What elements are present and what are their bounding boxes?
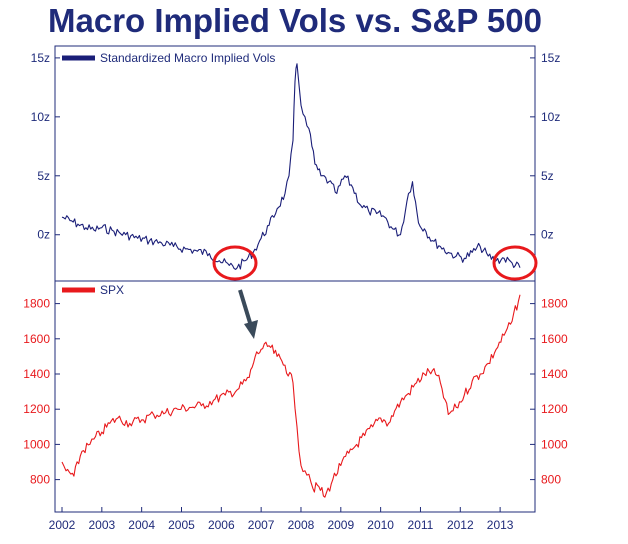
spx-ytick-label-left-1: 1000 <box>23 437 50 451</box>
xtick-label-2007: 2007 <box>248 518 275 532</box>
spx-ytick-label-right-5: 1800 <box>541 297 568 311</box>
spx-ytick-label-right-2: 1200 <box>541 402 568 416</box>
spx-ytick-label-right-0: 800 <box>541 473 561 487</box>
xtick-label-2008: 2008 <box>288 518 315 532</box>
xtick-label-2006: 2006 <box>208 518 235 532</box>
xtick-label-2010: 2010 <box>367 518 394 532</box>
vol-legend-label: Standardized Macro Implied Vols <box>100 51 275 65</box>
plot-frame <box>54 45 536 513</box>
vol-ytick-label-right-0: 0z <box>541 228 554 242</box>
annotation-arrow-shaft <box>238 289 253 327</box>
xtick-label-2013: 2013 <box>487 518 514 532</box>
vol-series-line <box>61 63 521 270</box>
xtick-label-2002: 2002 <box>49 518 76 532</box>
xtick-label-2011: 2011 <box>408 518 434 532</box>
spx-ytick-label-left-2: 1200 <box>23 402 50 416</box>
spx-ytick-label-right-3: 1400 <box>541 367 568 381</box>
chart-title: Macro Implied Vols vs. S&P 500 <box>48 2 542 39</box>
spx-series-line <box>61 294 521 498</box>
spx-ytick-label-right-4: 1600 <box>541 332 568 346</box>
spx-ytick-label-left-4: 1600 <box>23 332 50 346</box>
vol-ytick-label-right-2: 10z <box>541 110 560 124</box>
xtick-label-2012: 2012 <box>447 518 474 532</box>
vol-ytick-label-left-2: 10z <box>31 110 50 124</box>
vol-ytick-label-left-3: 15z <box>31 51 50 65</box>
vol-ytick-label-right-3: 15z <box>541 51 560 65</box>
vol-ytick-label-right-1: 5z <box>541 169 554 183</box>
xtick-label-2009: 2009 <box>327 518 354 532</box>
spx-ytick-label-left-5: 1800 <box>23 297 50 311</box>
spx-ytick-label-left-3: 1400 <box>23 367 50 381</box>
annotation-arrow-head <box>244 320 258 339</box>
xtick-label-2003: 2003 <box>88 518 115 532</box>
spx-ytick-label-right-1: 1000 <box>541 437 568 451</box>
xtick-label-2004: 2004 <box>128 518 155 532</box>
spx-ytick-label-left-0: 800 <box>30 473 50 487</box>
spx-legend-label: SPX <box>100 283 124 297</box>
highlight-circle-2006 <box>212 245 258 281</box>
vol-ytick-label-left-0: 0z <box>37 228 50 242</box>
xtick-label-2005: 2005 <box>168 518 195 532</box>
vol-ytick-label-left-1: 5z <box>37 169 50 183</box>
highlight-circle-2013 <box>492 245 538 281</box>
